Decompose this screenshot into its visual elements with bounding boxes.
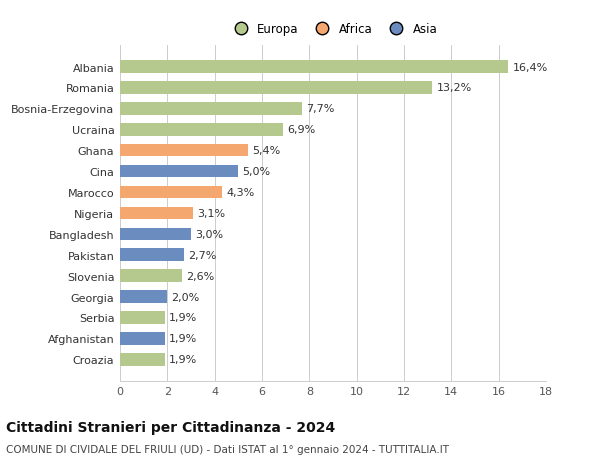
Text: 5,4%: 5,4% — [252, 146, 280, 156]
Text: 3,0%: 3,0% — [195, 230, 223, 239]
Bar — [120, 186, 222, 199]
Text: 6,9%: 6,9% — [287, 125, 316, 135]
Bar — [120, 165, 238, 178]
Bar — [120, 145, 248, 157]
Text: 16,4%: 16,4% — [512, 62, 548, 73]
Bar — [120, 207, 193, 220]
Text: 3,1%: 3,1% — [197, 208, 226, 218]
Bar — [120, 312, 165, 324]
Text: COMUNE DI CIVIDALE DEL FRIULI (UD) - Dati ISTAT al 1° gennaio 2024 - TUTTITALIA.: COMUNE DI CIVIDALE DEL FRIULI (UD) - Dat… — [6, 444, 449, 454]
Text: 5,0%: 5,0% — [242, 167, 271, 177]
Text: 4,3%: 4,3% — [226, 188, 254, 197]
Text: 13,2%: 13,2% — [437, 83, 472, 93]
Bar — [120, 332, 165, 345]
Text: 2,7%: 2,7% — [188, 250, 217, 260]
Bar — [120, 228, 191, 241]
Text: 7,7%: 7,7% — [307, 104, 335, 114]
Text: 1,9%: 1,9% — [169, 334, 197, 344]
Bar — [120, 82, 433, 95]
Text: 1,9%: 1,9% — [169, 313, 197, 323]
Text: Cittadini Stranieri per Cittadinanza - 2024: Cittadini Stranieri per Cittadinanza - 2… — [6, 420, 335, 434]
Bar — [120, 103, 302, 115]
Text: 2,0%: 2,0% — [172, 292, 200, 302]
Bar — [120, 270, 182, 282]
Bar — [120, 353, 165, 366]
Bar — [120, 249, 184, 262]
Text: 1,9%: 1,9% — [169, 354, 197, 364]
Bar — [120, 291, 167, 303]
Bar — [120, 124, 283, 136]
Bar — [120, 61, 508, 73]
Text: 2,6%: 2,6% — [186, 271, 214, 281]
Legend: Europa, Africa, Asia: Europa, Africa, Asia — [224, 18, 442, 41]
